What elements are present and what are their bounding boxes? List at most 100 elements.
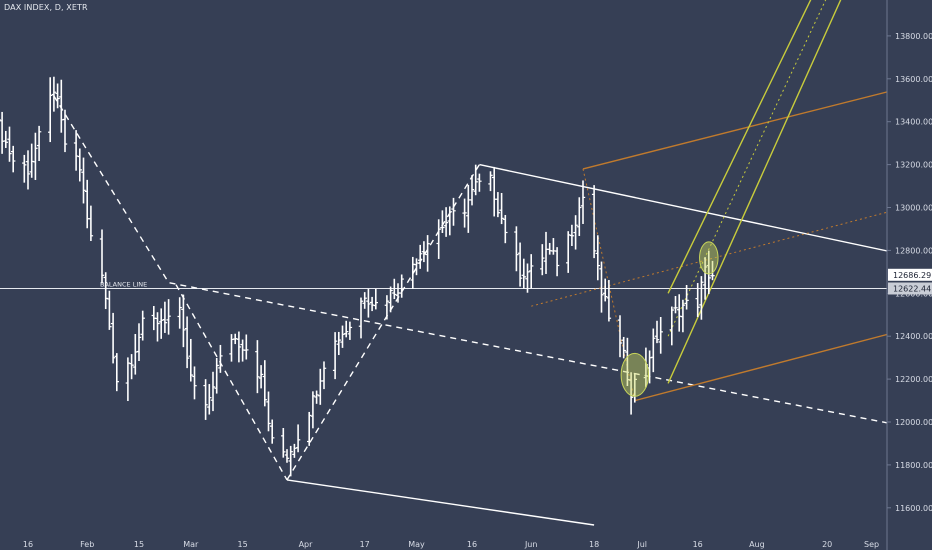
ohlc-bar xyxy=(155,312,160,342)
ohlc-bar xyxy=(617,315,623,358)
ohlc-bar xyxy=(188,338,193,382)
x-tick-label: 15 xyxy=(238,540,248,549)
ohlc-bar xyxy=(603,278,608,302)
x-tick-label: Jul xyxy=(636,540,647,549)
trend-lower-line xyxy=(286,479,595,526)
ohlc-bar xyxy=(421,241,427,263)
ohlc-bar xyxy=(107,290,112,330)
ohlc-bar xyxy=(73,130,79,171)
ohlc-bar xyxy=(114,353,119,392)
ohlc-bar xyxy=(677,294,682,332)
ohlc-bar xyxy=(632,373,637,403)
ohlc-bar xyxy=(88,205,94,242)
ohlc-bar xyxy=(580,180,586,224)
ohlc-bar xyxy=(344,320,349,338)
ohlc-bar xyxy=(495,192,501,218)
ohlc-bar xyxy=(466,184,471,233)
ohlc-bar xyxy=(706,250,711,295)
x-tick-label: Sep xyxy=(864,540,879,549)
ohlc-bar xyxy=(140,310,145,341)
ohlc-bar xyxy=(255,340,260,394)
balance-line-label: BALANCE LINE xyxy=(100,280,147,288)
ohlc-bar xyxy=(270,419,275,444)
ohlc-bar xyxy=(514,226,519,272)
ohlc-bar xyxy=(710,260,715,281)
ohlc-bar xyxy=(477,173,482,192)
ohlc-bar xyxy=(388,286,393,313)
ohlc-bar xyxy=(29,143,34,178)
ohlc-bar xyxy=(166,299,171,335)
ohlc-bar xyxy=(314,390,319,404)
ohlc-bar xyxy=(33,132,38,180)
ohlc-bar xyxy=(159,308,164,339)
ohlc-bar xyxy=(55,83,60,109)
ohlc-bar xyxy=(554,247,560,277)
channel-right-line xyxy=(667,0,842,384)
ohlc-bar xyxy=(551,238,556,255)
ohlc-bar xyxy=(591,185,597,259)
y-tick-label: 13000.00 xyxy=(895,204,932,213)
ohlc-bar xyxy=(236,331,242,363)
ohlc-bar xyxy=(203,379,208,420)
ohlc-bar xyxy=(577,197,582,237)
ohlc-bar xyxy=(447,206,452,236)
ohlc-bar xyxy=(473,164,478,196)
ohlc-bar xyxy=(229,334,234,362)
ohlc-bar xyxy=(281,427,286,458)
ohlc-bar xyxy=(288,445,293,477)
highlight-ellipses xyxy=(620,241,719,397)
drawing-lines: BALANCE LINE xyxy=(0,0,906,526)
trend-upper-line xyxy=(479,163,906,256)
ohlc-bar xyxy=(133,333,138,375)
y-tick-label: 13200.00 xyxy=(895,161,932,170)
x-tick-label: Aug xyxy=(749,540,765,549)
ohlc-bar xyxy=(210,371,216,412)
price-tags: 12686.29 12622.44 xyxy=(888,268,932,295)
ohlc-bar xyxy=(540,244,545,276)
x-tick-label: 16 xyxy=(467,540,477,549)
ohlc-bar xyxy=(358,297,364,339)
time-axis[interactable]: 16 Feb 15 Mar 15 Apr 17 May 16 Jun 18 Jul 16 Aug 20 Sep xyxy=(23,540,879,549)
ohlc-bar xyxy=(262,360,267,407)
ohlc-bar xyxy=(184,316,190,369)
ohlc-bar xyxy=(347,321,353,340)
price-tag-label: 12686.29 xyxy=(893,271,931,280)
x-tick-label: Apr xyxy=(299,540,314,549)
ohlc-bar xyxy=(462,198,467,228)
y-tick-label: 13600.00 xyxy=(895,75,932,84)
chart-title: DAX INDEX, D, XETR xyxy=(4,3,88,12)
ohlc-bar xyxy=(51,76,57,112)
y-tick-label: 12000.00 xyxy=(895,418,932,427)
ohlc-bar xyxy=(336,331,341,356)
price-axis[interactable]: 11600.00 11800.00 12000.00 12200.00 12400.00… xyxy=(887,32,932,513)
ohlc-bar xyxy=(373,288,378,310)
ohlc-bar xyxy=(218,344,223,373)
price-tag-label: 12622.44 xyxy=(893,284,931,293)
ohlc-bar xyxy=(699,276,704,320)
ohlc-bar xyxy=(669,306,674,346)
price-tag-bg xyxy=(888,282,932,295)
y-tick-label: 13800.00 xyxy=(895,32,932,41)
ohlc-bar xyxy=(310,391,316,429)
ohlc-bar xyxy=(521,258,526,289)
ohlc-bar xyxy=(529,254,534,289)
channel-mid-line xyxy=(667,0,827,337)
ohlc-bar xyxy=(207,384,212,415)
ohlc-bar xyxy=(22,154,27,183)
ohlc-bar xyxy=(436,219,441,259)
x-tick-label: May xyxy=(408,540,425,549)
y-tick-label: 11600.00 xyxy=(895,504,932,513)
x-tick-label: Feb xyxy=(80,540,94,549)
ohlc-bar xyxy=(136,323,142,362)
ohlc-bar xyxy=(307,411,312,446)
ohlc-bar xyxy=(266,391,271,432)
ohlc-bar xyxy=(0,119,1,121)
ohlc-bar xyxy=(192,366,197,400)
ohlc-bar xyxy=(258,365,264,389)
ohlc-bar xyxy=(233,333,238,345)
ohlc-bar xyxy=(543,231,549,274)
ohlc-bar xyxy=(318,368,323,405)
ohlc-bar xyxy=(110,312,116,364)
fork-upper-line xyxy=(582,86,906,170)
